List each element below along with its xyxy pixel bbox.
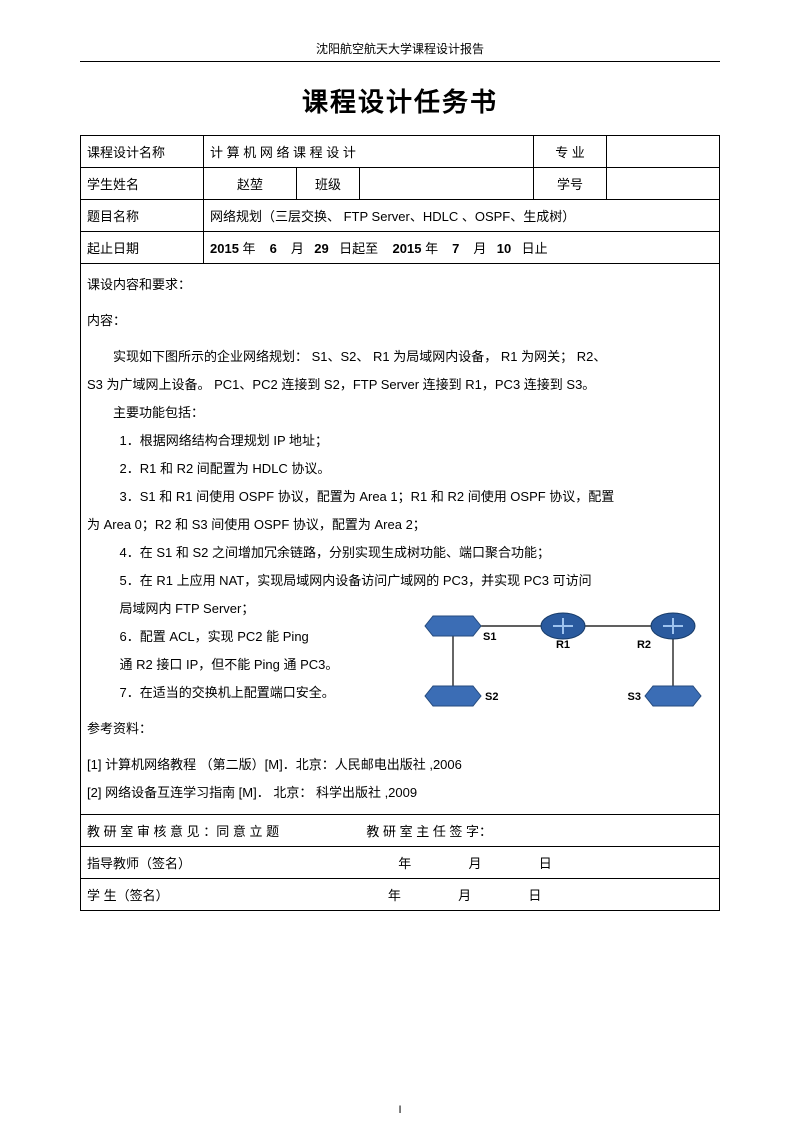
document-title: 课程设计任务书	[80, 82, 720, 119]
row-course-name: 课程设计名称 计 算 机 网 络 课 程 设 计 专 业	[81, 136, 720, 168]
svg-text:S3: S3	[628, 691, 641, 703]
content-li2: 2．R1 和 R2 间配置为 HDLC 协议。	[87, 456, 713, 482]
month-char-1: 月	[291, 241, 304, 256]
label-dates: 起止日期	[81, 232, 204, 264]
value-major	[607, 136, 720, 168]
year-char-1: 年	[243, 241, 256, 256]
row-topic: 题目名称 网络规划（三层交换、 FTP Server、HDLC 、OSPF、生成…	[81, 200, 720, 232]
reference-2: [2] 网络设备互连学习指南 [M]． 北京： 科学出版社 ,2009	[87, 780, 713, 806]
student-year-char: 年	[388, 888, 401, 903]
value-student-id	[607, 168, 720, 200]
label-class: 班级	[297, 168, 360, 200]
content-li6a: 6．配置 ACL，实现 PC2 能 Ping	[87, 624, 413, 650]
content-li7: 7．在适当的交换机上配置端口安全。	[87, 680, 413, 706]
page-number: I	[0, 1104, 800, 1116]
network-diagram: S1 R1 R2	[413, 596, 713, 726]
row-student-sig: 学 生（签名） 年 月 日	[81, 879, 720, 911]
content-p1: 实现如下图所示的企业网络规划： S1、S2、 R1 为局域网内设备， R1 为网…	[87, 344, 713, 370]
row-student: 学生姓名 赵堃 班级 学号	[81, 168, 720, 200]
row-approval: 教 研 室 审 核 意 见 ：同 意 立 题 教 研 室 主 任 签 字：	[81, 815, 720, 847]
start-day: 29	[307, 241, 335, 256]
mid-text: 日起至	[339, 241, 378, 256]
label-student-id: 学号	[534, 168, 607, 200]
row-advisor-sig: 指导教师（签名） 年 月 日	[81, 847, 720, 879]
label-major: 专 业	[534, 136, 607, 168]
label-course-name: 课程设计名称	[81, 136, 204, 168]
row-content: 课设内容和要求： 内容： 实现如下图所示的企业网络规划： S1、S2、 R1 为…	[81, 264, 720, 815]
content-li5a: 5．在 R1 上应用 NAT，实现局域网内设备访问广域网的 PC3，并实现 PC…	[87, 568, 713, 594]
task-table: 课程设计名称 计 算 机 网 络 课 程 设 计 专 业 学生姓名 赵堃 班级 …	[80, 135, 720, 911]
content-cell: 课设内容和要求： 内容： 实现如下图所示的企业网络规划： S1、S2、 R1 为…	[81, 264, 720, 815]
end-year: 2015	[393, 241, 422, 256]
student-sig-cell: 学 生（签名） 年 月 日	[81, 879, 720, 911]
student-sig-label: 学 生（签名）	[87, 888, 169, 903]
advisor-day-char: 日	[539, 856, 552, 871]
approval-right: 教 研 室 主 任 签 字：	[366, 824, 492, 839]
content-li4: 4．在 S1 和 S2 之间增加冗余链路，分别实现生成树功能、端口聚合功能；	[87, 540, 713, 566]
start-year: 2015	[210, 241, 239, 256]
page-header: 沈阳航空航天大学课程设计报告	[80, 40, 720, 62]
svg-text:S1: S1	[483, 631, 496, 643]
student-month-char: 月	[458, 888, 471, 903]
document-page: 沈阳航空航天大学课程设计报告 课程设计任务书 课程设计名称 计 算 机 网 络 …	[0, 0, 800, 1134]
student-day-char: 日	[528, 888, 541, 903]
content-li1: 1．根据网络结构合理规划 IP 地址；	[87, 428, 713, 454]
end-day: 10	[490, 241, 518, 256]
start-month: 6	[259, 241, 287, 256]
row-dates: 起止日期 2015 年 6 月 29 日起至 2015 年 7 月 10 日止	[81, 232, 720, 264]
advisor-month-char: 月	[469, 856, 482, 871]
year-char-2: 年	[425, 241, 438, 256]
content-li3b: 为 Area 0；R2 和 S3 间使用 OSPF 协议，配置为 Area 2；	[87, 512, 713, 538]
node-r1: R1	[541, 613, 585, 651]
node-s1: S1	[425, 616, 496, 643]
approval-cell: 教 研 室 审 核 意 见 ：同 意 立 题 教 研 室 主 任 签 字：	[81, 815, 720, 847]
content-li3a: 3．S1 和 R1 间使用 OSPF 协议，配置为 Area 1；R1 和 R2…	[87, 484, 713, 510]
value-course-name: 计 算 机 网 络 课 程 设 计	[204, 136, 534, 168]
end-text: 日止	[522, 241, 548, 256]
advisor-year-char: 年	[398, 856, 411, 871]
month-char-2: 月	[473, 241, 486, 256]
advisor-sig-cell: 指导教师（签名） 年 月 日	[81, 847, 720, 879]
svg-text:S2: S2	[485, 691, 498, 703]
content-heading: 课设内容和要求：	[87, 272, 713, 298]
content-subheading: 内容：	[87, 308, 713, 334]
value-student-name: 赵堃	[204, 168, 297, 200]
value-topic: 网络规划（三层交换、 FTP Server、HDLC 、OSPF、生成树）	[204, 200, 720, 232]
content-p2: 主要功能包括：	[87, 400, 713, 426]
label-student-name: 学生姓名	[81, 168, 204, 200]
reference-1: [1] 计算机网络教程 （第二版）[M]．北京：人民邮电出版社 ,2006	[87, 752, 713, 778]
label-topic: 题目名称	[81, 200, 204, 232]
value-dates: 2015 年 6 月 29 日起至 2015 年 7 月 10 日止	[204, 232, 720, 264]
value-class	[360, 168, 534, 200]
svg-text:R2: R2	[637, 639, 651, 651]
node-s2: S2	[425, 686, 498, 706]
advisor-sig-label: 指导教师（签名）	[87, 856, 191, 871]
content-li6b: 通 R2 接口 IP，但不能 Ping 通 PC3。	[87, 652, 413, 678]
content-body: 课设内容和要求： 内容： 实现如下图所示的企业网络规划： S1、S2、 R1 为…	[87, 272, 713, 806]
content-p1b: S3 为广域网上设备。 PC1、PC2 连接到 S2，FTP Server 连接…	[87, 372, 713, 398]
content-li5b: 局域网内 FTP Server；	[87, 596, 413, 622]
end-month: 7	[442, 241, 470, 256]
approval-left: 教 研 室 审 核 意 见 ：同 意 立 题	[87, 824, 279, 839]
node-s3: S3	[628, 686, 701, 706]
svg-text:R1: R1	[556, 639, 570, 651]
diagram-block: 局域网内 FTP Server； 6．配置 ACL，实现 PC2 能 Ping …	[87, 596, 713, 706]
node-r2: R2	[637, 613, 695, 651]
